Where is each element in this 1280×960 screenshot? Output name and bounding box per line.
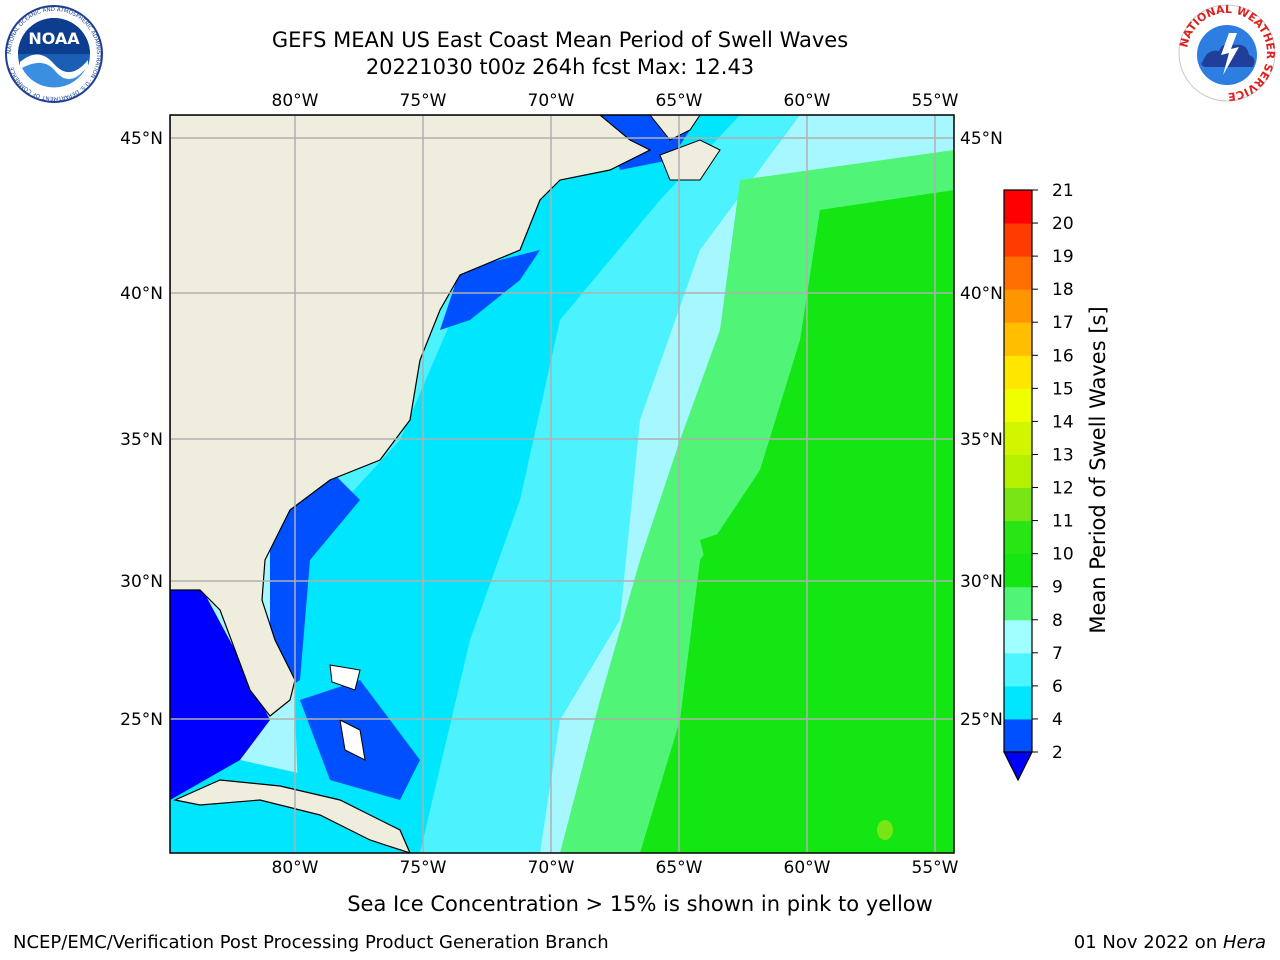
colorbar bbox=[1003, 189, 1033, 782]
lat-label: 25°N bbox=[960, 710, 1003, 730]
colorbar-tick-label: 15 bbox=[1052, 379, 1074, 399]
colorbar-segment bbox=[1004, 619, 1032, 654]
colorbar-segment bbox=[1004, 520, 1032, 555]
colorbar-label: Mean Period of Swell Waves [s] bbox=[1086, 306, 1110, 633]
lon-label: 55°W bbox=[912, 91, 959, 111]
swell-patch bbox=[700, 520, 780, 620]
colorbar-segment bbox=[1004, 586, 1032, 621]
lat-label: 45°N bbox=[960, 129, 1003, 149]
colorbar-segment bbox=[1004, 322, 1032, 356]
land-nova-scotia bbox=[649, 115, 701, 141]
footer-date-text: 01 Nov 2022 on bbox=[1073, 932, 1223, 953]
lon-labels-top: 80°W 75°W 70°W 65°W 60°W 55°W bbox=[272, 91, 959, 111]
lat-label: 25°N bbox=[120, 710, 163, 730]
colorbar-segment bbox=[1004, 256, 1032, 290]
lat-label: 40°N bbox=[120, 284, 163, 304]
colorbar-ticks: 2 4 6 7 8 9 10 11 12 13 14 15 16 17 18 19 20 21 bbox=[1032, 181, 1074, 763]
colorbar-segment bbox=[1004, 718, 1032, 753]
colorbar-tick-label: 14 bbox=[1052, 412, 1074, 432]
colorbar-tick-label: 19 bbox=[1052, 247, 1074, 267]
colorbar-frame bbox=[1003, 189, 1033, 753]
swell-zone-under-gulf bbox=[170, 585, 270, 800]
colorbar-tick-label: 9 bbox=[1052, 578, 1063, 598]
lon-label: 75°W bbox=[400, 91, 447, 111]
lon-label: 60°W bbox=[784, 858, 831, 878]
colorbar-tick-label: 8 bbox=[1052, 611, 1063, 631]
colorbar-tick-label: 17 bbox=[1052, 313, 1074, 333]
footer-date: 01 Nov 2022 on Hera bbox=[1074, 932, 1266, 953]
colorbar-segment bbox=[1004, 289, 1032, 323]
colorbar-segment bbox=[1004, 454, 1032, 489]
colorbar-segment bbox=[1004, 685, 1032, 720]
colorbar-segment bbox=[1004, 388, 1032, 422]
lon-label: 80°W bbox=[272, 858, 319, 878]
lat-labels-right: 45°N 40°N 35°N 30°N 25°N bbox=[960, 129, 1003, 730]
lon-label: 65°W bbox=[656, 91, 703, 111]
nws-logo: NATIONAL WEATHER SERVICE bbox=[1177, 3, 1277, 103]
land-cuba bbox=[173, 779, 411, 853]
colorbar-tick-label: 13 bbox=[1052, 445, 1074, 465]
lon-label: 75°W bbox=[400, 858, 447, 878]
colorbar-tick-label: 4 bbox=[1052, 710, 1063, 730]
colorbar-segment bbox=[1004, 190, 1032, 224]
footer-credit: NCEP/EMC/Verification Post Processing Pr… bbox=[13, 932, 609, 953]
lon-labels-bottom: 80°W 75°W 70°W 65°W 60°W 55°W bbox=[272, 858, 959, 878]
colorbar-segment bbox=[1004, 652, 1032, 687]
lat-labels-left: 45°N 40°N 35°N 30°N 25°N bbox=[120, 129, 163, 730]
map-frame bbox=[169, 114, 955, 854]
sea-ice-note: Sea Ice Concentration > 15% is shown in … bbox=[347, 892, 933, 916]
colorbar-segment bbox=[1004, 553, 1032, 588]
lon-label: 70°W bbox=[528, 91, 575, 111]
swell-zone-10-11 bbox=[640, 190, 954, 853]
lat-label: 35°N bbox=[120, 430, 163, 450]
swell-zone-4-6 bbox=[290, 115, 740, 853]
map-area bbox=[170, 115, 954, 853]
lon-label: 70°W bbox=[528, 858, 575, 878]
colorbar-tick-label: 2 bbox=[1052, 743, 1063, 763]
footer-host: Hera bbox=[1222, 932, 1266, 953]
land-grand-bahama bbox=[329, 664, 361, 691]
lat-label: 30°N bbox=[120, 572, 163, 592]
colorbar-tick-label: 12 bbox=[1052, 479, 1074, 499]
colorbar-segment bbox=[1004, 487, 1032, 522]
colorbar-tick-label: 7 bbox=[1052, 644, 1063, 664]
colorbar-under-triangle bbox=[1003, 751, 1033, 782]
chart-title: GEFS MEAN US East Coast Mean Period of S… bbox=[271, 28, 849, 52]
chart-subtitle: 20221030 t00z 264h fcst Max: 12.43 bbox=[365, 55, 755, 79]
land-andros bbox=[339, 719, 366, 761]
noaa-text: NOAA bbox=[28, 29, 80, 48]
colorbar-tick-label: 10 bbox=[1052, 545, 1074, 565]
lon-label: 60°W bbox=[784, 91, 831, 111]
colorbar-tick-label: 21 bbox=[1052, 181, 1074, 201]
lon-label: 55°W bbox=[912, 858, 959, 878]
graticule bbox=[170, 115, 954, 853]
land-north-america bbox=[170, 115, 652, 717]
swell-zone-2-4-se bbox=[270, 470, 360, 700]
colorbar-tick-label: 6 bbox=[1052, 677, 1063, 697]
lat-label: 45°N bbox=[120, 129, 163, 149]
colorbar-segment bbox=[1004, 355, 1032, 389]
lon-label: 65°W bbox=[656, 858, 703, 878]
colorbar-tick-label: 20 bbox=[1052, 214, 1074, 234]
lat-label: 40°N bbox=[960, 284, 1003, 304]
colorbar-segment bbox=[1004, 223, 1032, 257]
lon-label: 80°W bbox=[272, 91, 319, 111]
noaa-logo: NOAA NATIONAL OCEANIC AND ATMOSPHERIC AD… bbox=[4, 4, 104, 104]
lat-label: 30°N bbox=[960, 572, 1003, 592]
swell-max-patch bbox=[877, 820, 893, 840]
land-nova-scotia-south bbox=[659, 139, 721, 181]
colorbar-segment bbox=[1004, 421, 1032, 455]
colorbar-tick-label: 16 bbox=[1052, 346, 1074, 366]
colorbar-tick-label: 11 bbox=[1052, 512, 1074, 532]
lat-label: 35°N bbox=[960, 430, 1003, 450]
colorbar-tick-label: 18 bbox=[1052, 280, 1074, 300]
